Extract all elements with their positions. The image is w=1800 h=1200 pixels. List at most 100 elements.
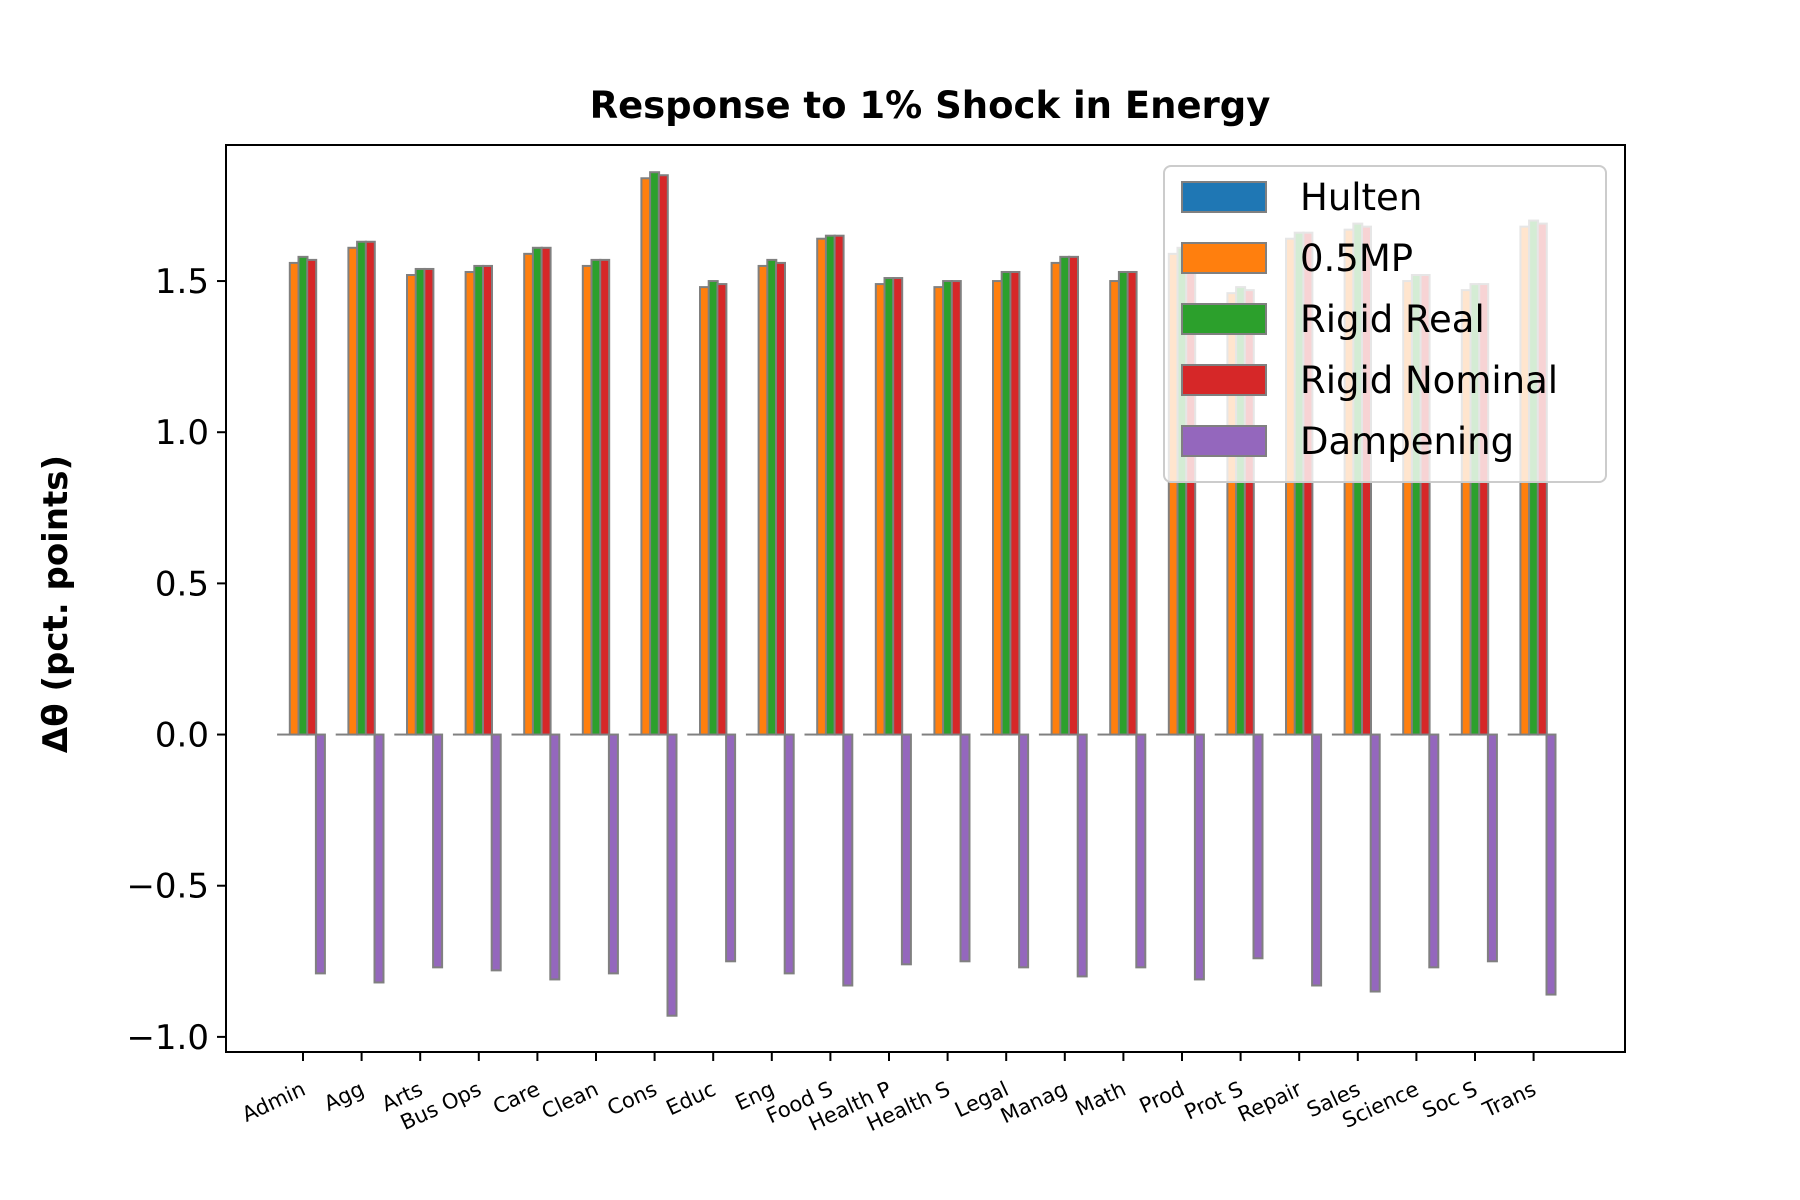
bar-rigid-real-legal	[1000, 270, 1012, 736]
x-tick-label-prot-s: Prot S	[1181, 1077, 1247, 1125]
y-axis-label: Δθ (pct. points)	[36, 455, 76, 753]
bar-dampening-clean	[607, 733, 619, 975]
bar-rigid-nominal-math	[1126, 270, 1138, 736]
legend-label-dampening: Dampening	[1300, 420, 1514, 463]
x-tick-label-cons: Cons	[604, 1077, 661, 1121]
bar-rigid-real-educ	[707, 280, 719, 736]
bar-rigid-nominal-arts	[423, 267, 435, 736]
bar-0-5mp-agg	[347, 246, 359, 736]
bar-rigid-real-manag	[1059, 255, 1071, 736]
x-tick-label-repair: Repair	[1234, 1077, 1305, 1127]
x-tick-label-prod: Prod	[1136, 1077, 1188, 1118]
bar-dampening-bus-ops	[490, 733, 502, 972]
bar-dampening-cons	[666, 733, 678, 1017]
x-tick-label-clean: Clean	[538, 1077, 602, 1124]
legend-swatch-rigid-real	[1181, 303, 1267, 335]
bar-dampening-sales	[1369, 733, 1381, 993]
x-tick-label-care: Care	[489, 1077, 543, 1119]
bar-dampening-admin	[314, 733, 326, 975]
bar-0-5mp-legal	[992, 280, 1003, 736]
bar-rigid-real-eng	[766, 258, 778, 736]
bar-0-5mp-health-p	[874, 283, 886, 736]
bar-rigid-real-care	[531, 246, 543, 736]
legend-label-rigid-real: Rigid Real	[1300, 298, 1485, 341]
bar-dampening-prod	[1193, 733, 1205, 981]
bar-rigid-real-food-s	[824, 234, 836, 736]
bar-dampening-health-p	[900, 733, 912, 966]
bar-0-5mp-cons	[640, 177, 652, 736]
bar-0-5mp-clean	[581, 264, 593, 736]
legend-swatch-hulten	[1181, 181, 1267, 213]
bar-rigid-nominal-health-s	[950, 280, 962, 736]
bar-rigid-real-arts	[414, 267, 426, 736]
bar-dampening-manag	[1076, 733, 1088, 978]
legend: Hulten 0.5MP Rigid Real Rigid Nominal Dampen…	[1163, 165, 1607, 483]
plot-area-frame	[225, 144, 1626, 1053]
bar-0-5mp-eng	[757, 264, 769, 736]
bar-rigid-nominal-educ	[716, 283, 728, 736]
bar-rigid-real-clean	[590, 258, 602, 736]
bar-dampening-trans	[1545, 733, 1557, 996]
bar-dampening-repair	[1311, 733, 1323, 987]
x-tick-label-agg: Agg	[320, 1077, 367, 1116]
bar-dampening-eng	[783, 733, 795, 975]
legend-label-rigid-nominal: Rigid Nominal	[1300, 359, 1558, 402]
y-tick-label: 1.5	[155, 262, 209, 302]
y-tick-label: 0.0	[155, 716, 209, 756]
x-tick-label-admin: Admin	[238, 1077, 309, 1127]
x-tick-label-math: Math	[1072, 1077, 1130, 1121]
x-tick-label-soc-s: Soc S	[1419, 1077, 1481, 1123]
bar-dampening-math	[1135, 733, 1147, 969]
bar-rigid-real-agg	[356, 240, 368, 736]
legend-box	[1163, 165, 1607, 483]
bar-0-5mp-food-s	[816, 237, 828, 736]
x-tick-label-manag: Manag	[997, 1077, 1071, 1129]
bar-rigid-nominal-health-p	[892, 277, 904, 736]
bar-dampening-arts	[432, 733, 444, 969]
bar-dampening-legal	[1018, 733, 1030, 969]
bar-rigid-real-health-p	[883, 277, 895, 736]
bar-0-5mp-care	[523, 252, 535, 736]
y-axis-ticks: 1.5 1.0 0.5 0.0 −0.5 −1.0	[126, 262, 226, 1058]
bar-rigid-nominal-bus-ops	[482, 264, 493, 736]
legend-label-0-5mp: 0.5MP	[1300, 237, 1413, 280]
bar-dampening-agg	[373, 733, 385, 984]
bar-dampening-care	[549, 733, 561, 981]
legend-label-hulten: Hulten	[1300, 176, 1422, 219]
bar-rigid-nominal-legal	[1009, 270, 1021, 736]
bar-rigid-nominal-manag	[1068, 255, 1079, 736]
bar-rigid-real-admin	[297, 255, 309, 736]
bar-rigid-nominal-care	[540, 246, 552, 736]
y-tick-label: 0.5	[155, 564, 209, 604]
x-tick-label-educ: Educ	[663, 1077, 720, 1121]
bar-dampening-prot-s	[1252, 733, 1264, 960]
bar-rigid-real-cons	[649, 171, 661, 736]
bar-dampening-food-s	[842, 733, 854, 987]
bar-rigid-nominal-cons	[657, 174, 669, 736]
bar-rigid-nominal-agg	[364, 240, 376, 736]
bar-0-5mp-manag	[1050, 261, 1062, 736]
bar-0-5mp-bus-ops	[464, 270, 476, 736]
legend-swatch-0-5mp	[1181, 242, 1267, 274]
bar-rigid-nominal-clean	[599, 258, 611, 736]
bar-rigid-real-health-s	[942, 280, 954, 736]
bar-0-5mp-admin	[288, 261, 300, 736]
legend-swatch-dampening	[1181, 425, 1267, 457]
y-tick-label: −1.0	[126, 1018, 209, 1058]
y-tick-label: 1.0	[155, 413, 209, 453]
bar-0-5mp-arts	[406, 274, 417, 736]
bar-dampening-health-s	[959, 733, 971, 963]
bar-rigid-nominal-admin	[306, 258, 318, 736]
chart-title: Response to 1% Shock in Energy	[590, 84, 1271, 127]
bar-rigid-real-math	[1117, 270, 1129, 736]
y-tick-label: −0.5	[126, 867, 209, 907]
legend-swatch-rigid-nominal	[1181, 364, 1267, 396]
bar-0-5mp-educ	[699, 286, 710, 736]
bar-rigid-real-bus-ops	[473, 264, 485, 736]
bar-dampening-educ	[725, 733, 737, 963]
bar-rigid-nominal-food-s	[833, 234, 845, 736]
bar-rigid-nominal-eng	[775, 261, 786, 736]
bar-dampening-soc-s	[1486, 733, 1498, 963]
